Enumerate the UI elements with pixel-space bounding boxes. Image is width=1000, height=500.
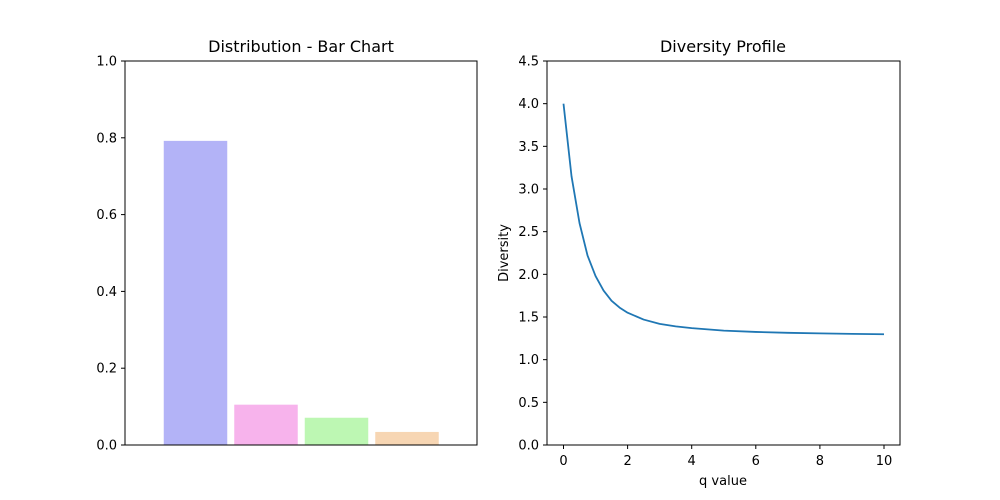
y-tick-label: 4.5	[518, 55, 539, 70]
line-chart: Diversity Profile 0 2 4 6 8 10 0.0 0.5 1.0 1.5 2.0…	[497, 37, 901, 489]
bar-chart: Distribution - Bar Chart 0.0 0.2 0.4 0.6 0.8…	[96, 37, 478, 454]
bar	[163, 140, 228, 445]
y-tick-label: 0.0	[96, 439, 117, 454]
y-tick-label: 1.0	[518, 353, 539, 368]
line-chart-title: Diversity Profile	[660, 37, 786, 56]
x-tick-label: 10	[876, 454, 893, 469]
x-tick-label: 4	[688, 454, 696, 469]
y-tick-label: 0.6	[96, 208, 117, 223]
bar-chart-frame	[124, 60, 478, 446]
y-tick-label: 3.5	[518, 140, 539, 155]
bar	[375, 431, 439, 445]
y-tick-label: 0.8	[96, 131, 117, 146]
y-tick-label: 1.0	[96, 55, 117, 70]
x-tick-label: 8	[816, 454, 824, 469]
y-tick-label: 2.0	[518, 268, 539, 283]
series-line	[562, 103, 885, 336]
y-tick-label: 0.0	[518, 439, 539, 454]
x-tick-label: 6	[752, 454, 760, 469]
line-chart-frame	[546, 60, 901, 446]
y-tick-label: 0.4	[96, 285, 117, 300]
y-tick-label: 0.2	[96, 362, 117, 377]
line-chart-ylabel: Diversity	[497, 224, 512, 282]
y-tick-label: 4.0	[518, 97, 539, 112]
x-tick-label: 2	[623, 454, 631, 469]
line-chart-xlabel: q value	[699, 474, 747, 489]
bar-chart-title: Distribution - Bar Chart	[208, 37, 394, 56]
bar	[234, 404, 298, 445]
y-tick-label: 0.5	[518, 396, 539, 411]
y-tick-label: 2.5	[518, 225, 539, 240]
bar	[304, 417, 369, 445]
x-tick-label: 0	[559, 454, 567, 469]
line-plot-area: 0 2 4 6 8 10 0.0 0.5 1.0 1.5 2.0 2.5 3.0 3.5 4.0 4.5	[518, 55, 892, 470]
bar-plot-area: 0.0 0.2 0.4 0.6 0.8 1.0	[96, 55, 439, 454]
y-tick-label: 3.0	[518, 183, 539, 198]
y-tick-label: 1.5	[518, 311, 539, 326]
